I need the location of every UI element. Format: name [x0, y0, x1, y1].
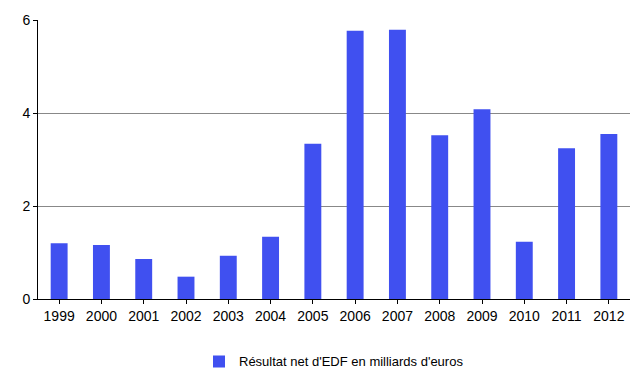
svg-text:0: 0: [22, 291, 30, 307]
svg-text:2006: 2006: [340, 308, 371, 324]
svg-text:2011: 2011: [552, 308, 582, 324]
svg-text:2004: 2004: [255, 308, 286, 324]
svg-text:2002: 2002: [170, 308, 201, 324]
svg-text:2010: 2010: [509, 308, 540, 324]
svg-text:Résultat net d'EDF en milliard: Résultat net d'EDF en milliards d'euros: [239, 354, 463, 369]
svg-text:2001: 2001: [128, 308, 159, 324]
svg-text:2: 2: [22, 198, 30, 214]
svg-text:2012: 2012: [593, 308, 624, 324]
svg-text:2008: 2008: [424, 308, 455, 324]
svg-text:6: 6: [22, 12, 30, 28]
svg-text:4: 4: [22, 105, 30, 121]
svg-text:2007: 2007: [382, 308, 413, 324]
svg-text:2009: 2009: [466, 308, 497, 324]
svg-text:2000: 2000: [86, 308, 117, 324]
svg-text:1999: 1999: [44, 308, 75, 324]
svg-text:2003: 2003: [213, 308, 244, 324]
svg-text:2005: 2005: [297, 308, 328, 324]
